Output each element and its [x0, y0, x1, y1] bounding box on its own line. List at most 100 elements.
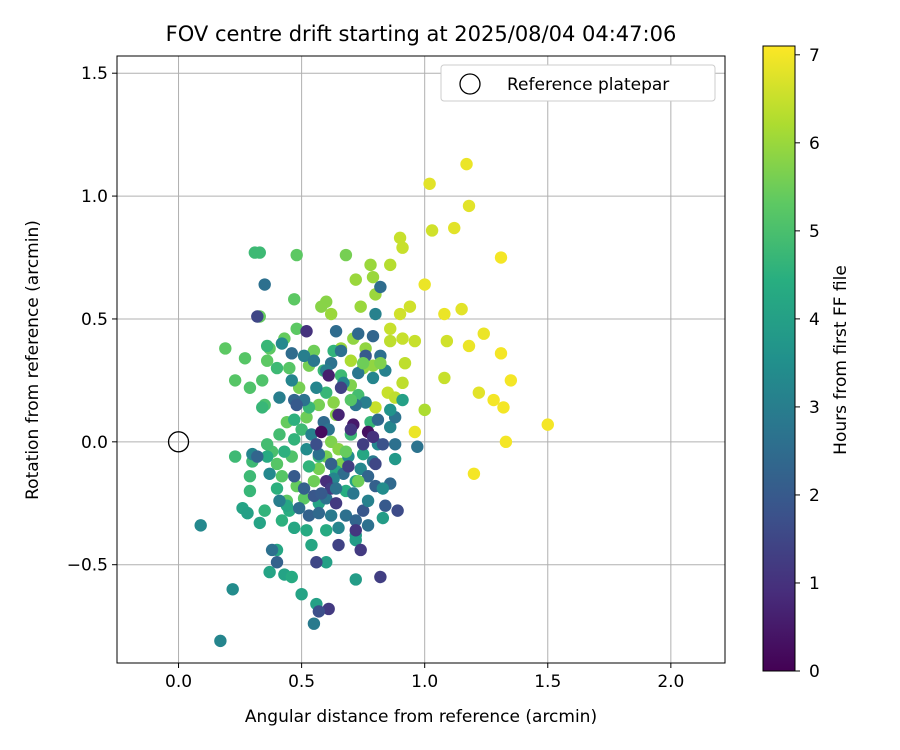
- data-point: [344, 423, 358, 436]
- data-point: [349, 273, 362, 286]
- data-point: [238, 352, 252, 365]
- data-point: [541, 418, 554, 431]
- data-point: [275, 337, 289, 350]
- data-point: [260, 450, 274, 463]
- data-point: [295, 587, 308, 601]
- data-point: [472, 386, 486, 399]
- data-point: [366, 371, 380, 385]
- data-point: [477, 327, 490, 340]
- data-point: [391, 504, 404, 517]
- data-point: [258, 278, 271, 291]
- data-point: [214, 634, 227, 648]
- data-point: [371, 413, 385, 426]
- data-point: [305, 538, 318, 552]
- data-point: [393, 307, 407, 321]
- data-point: [384, 334, 397, 348]
- reference-platepar-marker: [167, 431, 190, 453]
- y-axis-ticks: −0.5 0.0 0.5 1.0 1.5: [67, 64, 117, 576]
- data-point: [438, 371, 451, 385]
- data-point: [354, 300, 367, 313]
- data-point: [290, 322, 303, 335]
- data-point: [388, 452, 402, 466]
- data-point: [324, 457, 338, 471]
- data-point: [332, 521, 345, 535]
- data-point: [356, 438, 370, 451]
- data-point: [285, 374, 298, 387]
- data-point: [322, 369, 335, 382]
- data-point: [288, 470, 301, 483]
- legend: Reference platepar: [440, 64, 716, 102]
- data-point: [334, 381, 348, 394]
- data-point: [283, 361, 296, 375]
- data-point: [366, 430, 380, 444]
- colorbar: [762, 45, 796, 672]
- data-point: [384, 403, 397, 417]
- data-point: [376, 438, 390, 451]
- data-point: [320, 524, 333, 537]
- y-tick-label: 0.0: [81, 433, 108, 453]
- data-point: [288, 433, 301, 446]
- data-point: [455, 302, 468, 316]
- data-point: [312, 605, 326, 618]
- x-tick-label: 1.5: [534, 672, 561, 692]
- data-point: [285, 570, 298, 584]
- colorbar-tick-label: 7: [809, 46, 820, 66]
- data-point: [270, 556, 284, 569]
- data-point: [307, 474, 321, 488]
- data-point: [290, 248, 303, 262]
- data-point: [339, 509, 353, 522]
- data-point: [228, 374, 242, 387]
- data-point: [462, 199, 476, 213]
- data-point: [251, 310, 264, 323]
- data-point: [349, 514, 362, 527]
- legend-reference-marker: [459, 73, 481, 95]
- data-point: [226, 583, 239, 596]
- data-point: [499, 435, 513, 449]
- data-point: [273, 494, 286, 508]
- data-point: [396, 332, 409, 345]
- data-point: [253, 246, 266, 259]
- data-point: [356, 504, 370, 517]
- data-point: [332, 408, 345, 421]
- data-point: [374, 356, 387, 370]
- data-point: [339, 248, 353, 262]
- data-point: [243, 381, 257, 394]
- data-point: [329, 325, 343, 338]
- data-point: [423, 177, 436, 190]
- data-point: [361, 494, 375, 508]
- data-point: [411, 440, 424, 453]
- data-point: [462, 339, 476, 353]
- data-point: [369, 401, 382, 414]
- data-point: [384, 420, 397, 434]
- data-point: [352, 327, 365, 340]
- y-tick-label: 1.0: [81, 187, 108, 207]
- data-point: [288, 293, 301, 306]
- data-point: [278, 445, 291, 458]
- colorbar-tick-label: 4: [809, 310, 820, 330]
- data-point: [228, 450, 242, 463]
- data-point: [396, 393, 409, 407]
- data-point: [305, 428, 318, 441]
- data-point: [253, 516, 266, 530]
- data-point: [265, 543, 279, 557]
- data-point: [329, 482, 343, 495]
- data-point: [494, 347, 508, 360]
- data-point: [260, 354, 274, 367]
- data-point: [403, 300, 417, 313]
- data-point: [312, 462, 326, 476]
- data-point: [251, 450, 264, 463]
- data-point: [467, 467, 481, 480]
- data-point: [275, 470, 289, 483]
- data-point: [275, 514, 289, 527]
- data-point: [260, 438, 274, 451]
- data-point: [290, 398, 303, 412]
- plot-frame: [116, 55, 726, 664]
- data-point: [374, 280, 387, 294]
- data-point: [376, 482, 390, 495]
- data-point: [307, 344, 321, 358]
- data-point: [329, 497, 343, 510]
- data-point: [349, 524, 362, 537]
- data-point: [273, 391, 286, 404]
- data-point: [408, 334, 422, 348]
- data-point: [302, 509, 316, 522]
